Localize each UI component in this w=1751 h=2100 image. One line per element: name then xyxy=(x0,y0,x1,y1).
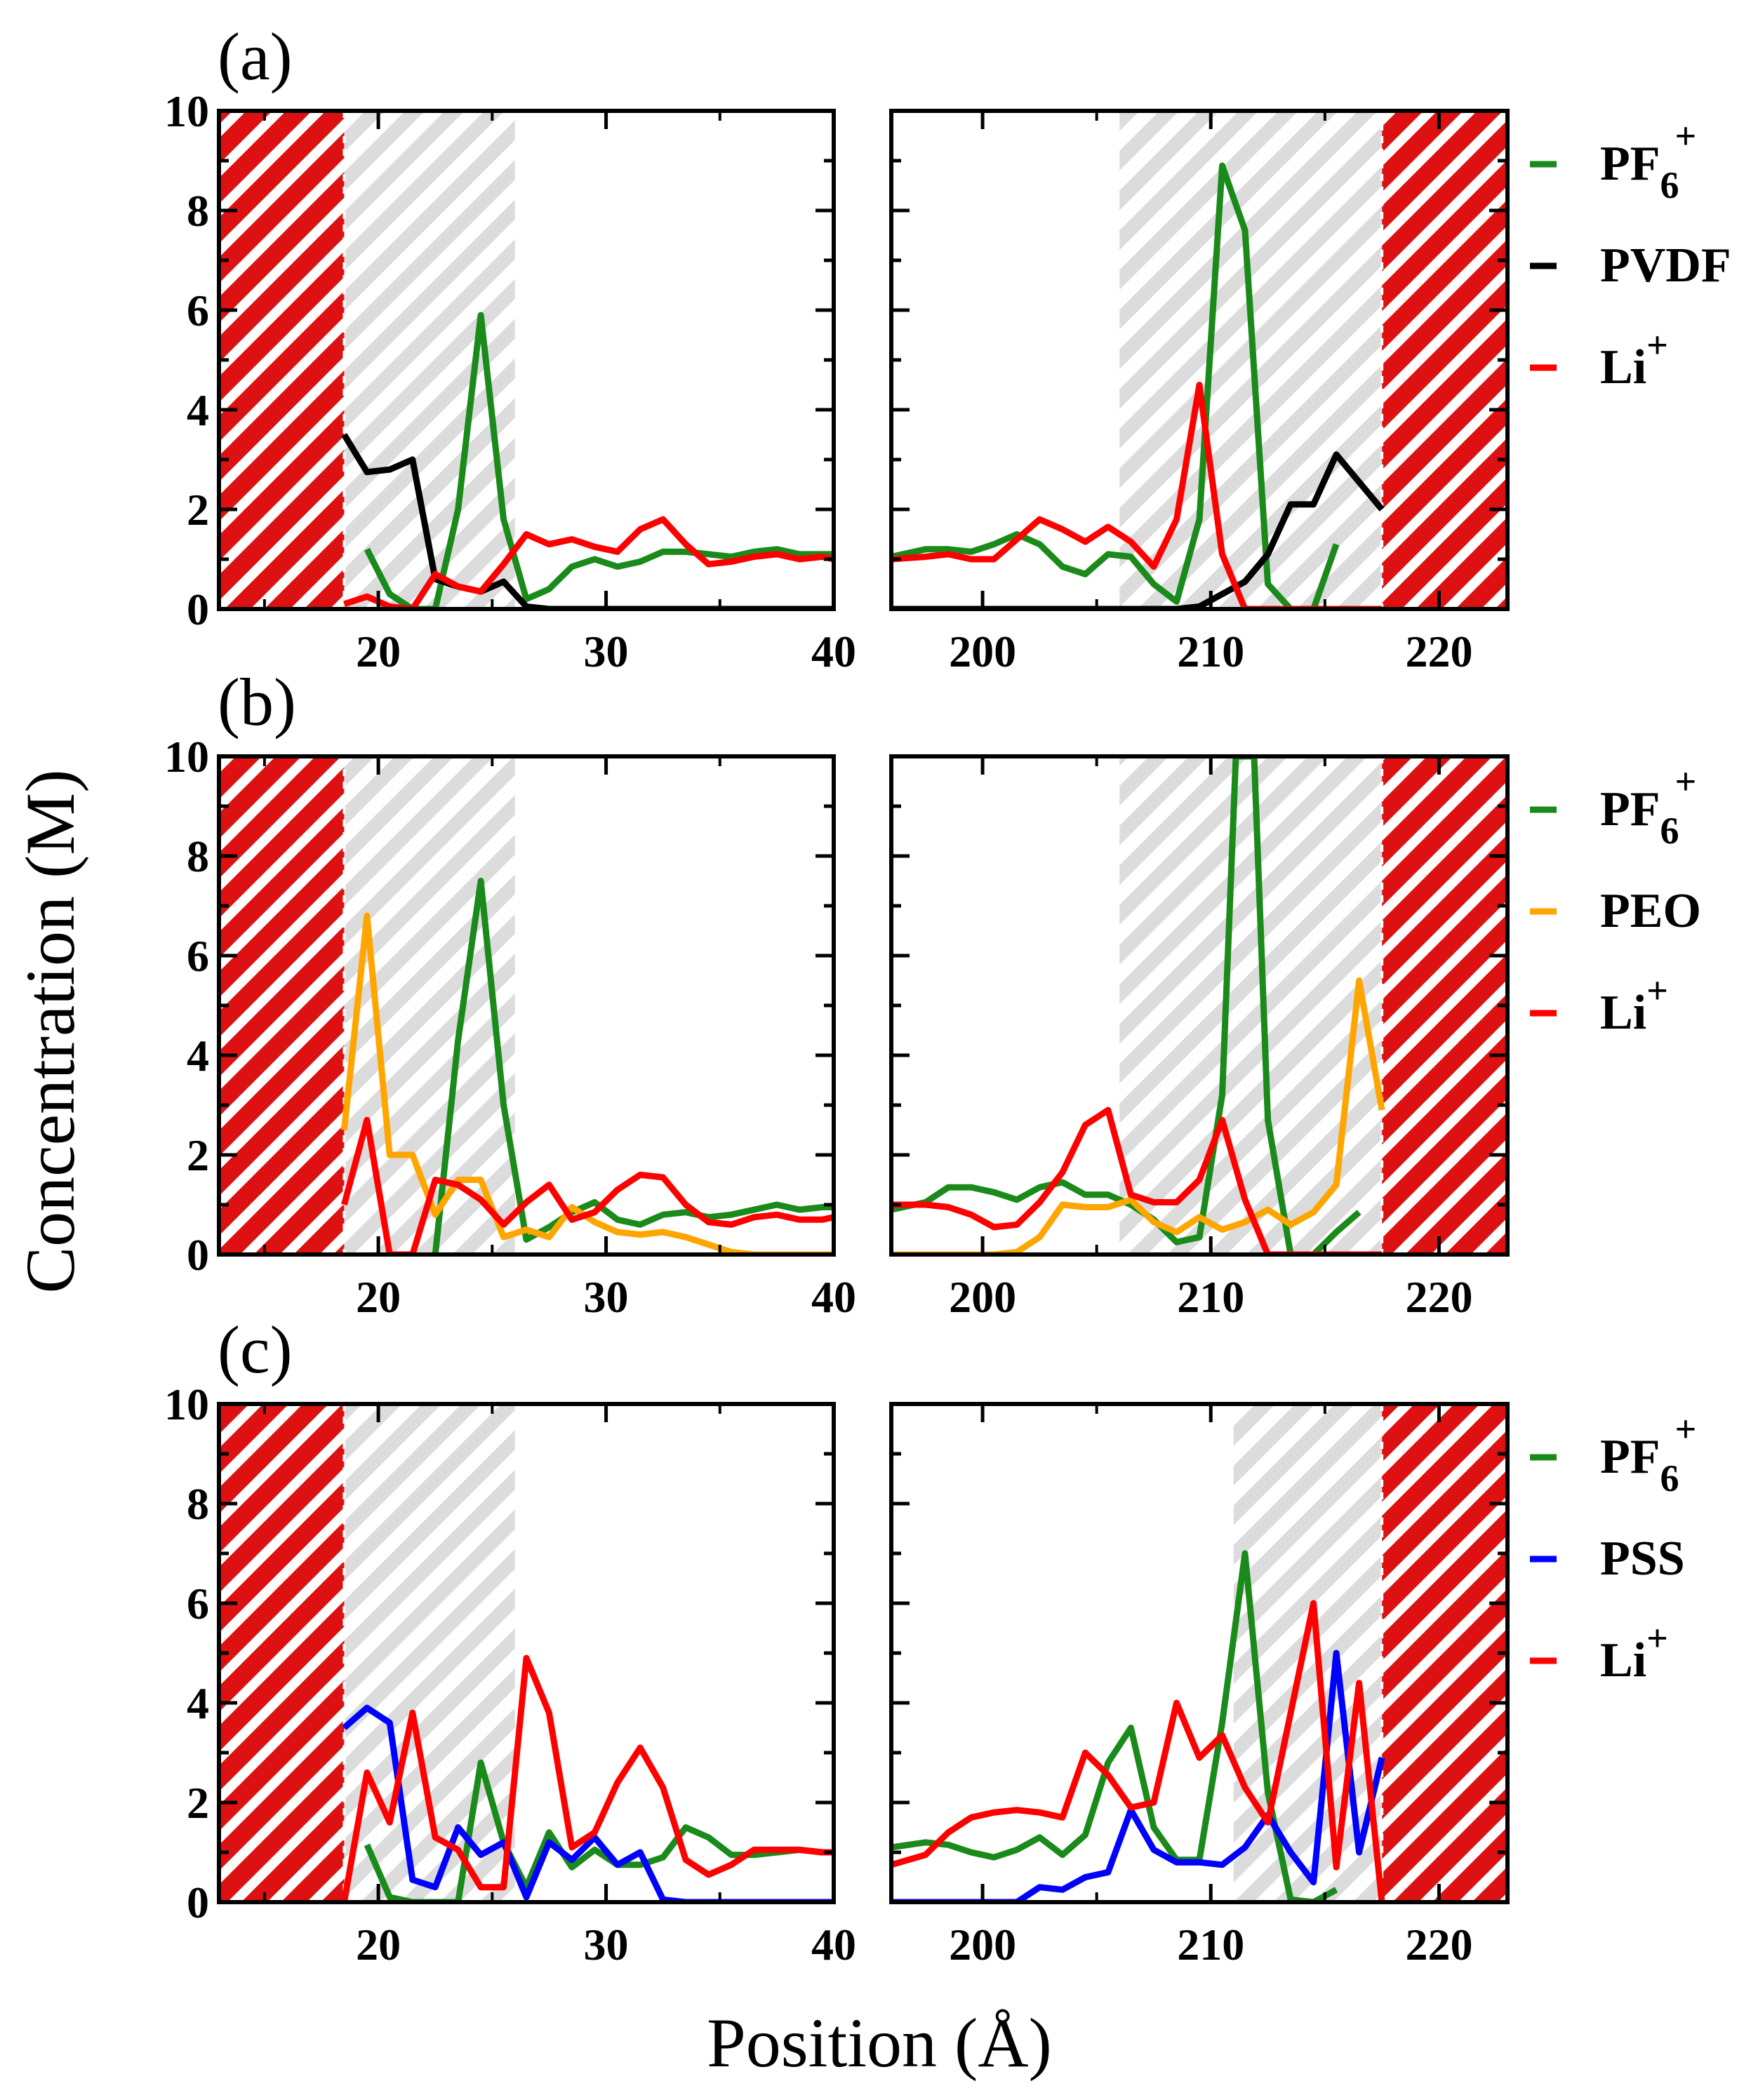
panel-label: (c) xyxy=(218,1312,293,1387)
series-line-pf6 xyxy=(432,878,834,1255)
series-line-li xyxy=(341,1116,834,1255)
x-tick-label: 200 xyxy=(949,1272,1016,1322)
x-tick-label: 20 xyxy=(356,627,401,676)
interphase-region xyxy=(1119,756,1383,1255)
y-tick-label: 10 xyxy=(164,732,209,782)
y-tick-label: 2 xyxy=(187,1778,209,1828)
series-line-poly xyxy=(891,1650,1385,1902)
panel-1: (a) 20 30 40 0 2 4 6 8 10 200 210 220 PF6+ PVDF Li+ xyxy=(164,19,1731,676)
x-tick-label: 30 xyxy=(584,627,629,676)
legend-label-li: Li+ xyxy=(1600,324,1668,394)
y-tick-label: 4 xyxy=(187,385,209,435)
legend: PF6+ PVDF Li+ xyxy=(1530,115,1731,394)
y-tick-label: 10 xyxy=(164,1379,209,1429)
x-tick-label: 40 xyxy=(811,627,856,676)
series-line-li xyxy=(891,1106,1383,1255)
series-line-li xyxy=(891,1600,1385,1902)
y-tick-label: 8 xyxy=(187,186,209,236)
legend-label-pf6: PF6+ xyxy=(1600,115,1696,206)
panel-2: (b) 20 30 40 0 2 4 6 8 10 200 210 220 PF6+ PEO Li+ xyxy=(164,664,1701,1322)
x-tick-label: 200 xyxy=(949,627,1016,676)
subplot-left: 20 30 40 0 2 4 6 8 10 xyxy=(164,86,856,676)
legend-label-poly: PEO xyxy=(1600,884,1701,938)
series-line-pf6 xyxy=(364,1759,834,1902)
subplot-right: 200 210 220 xyxy=(889,1402,1510,1969)
x-tick-label: 40 xyxy=(811,1272,856,1322)
x-tick-label: 220 xyxy=(1405,1920,1472,1969)
series-group xyxy=(891,1550,1385,1902)
x-tick-label: 30 xyxy=(584,1920,629,1969)
series-line-pf6 xyxy=(364,312,834,609)
interphase-region xyxy=(344,1404,515,1902)
legend-label-poly: PVDF xyxy=(1600,239,1731,293)
series-line-li xyxy=(891,382,1383,609)
y-axis-title: Concentration (M) xyxy=(11,769,89,1293)
legend-label-li: Li+ xyxy=(1600,1617,1668,1687)
subplot-left: 20 30 40 0 2 4 6 8 10 xyxy=(164,1379,856,1969)
panel-label: (b) xyxy=(218,664,296,740)
legend-label-li: Li+ xyxy=(1600,970,1668,1040)
x-tick-label: 20 xyxy=(356,1272,401,1322)
panel-3: (c) 20 30 40 0 2 4 6 8 10 200 210 220 PF6+ PSS Li+ xyxy=(164,1312,1696,1969)
y-tick-label: 0 xyxy=(187,1230,209,1280)
series-line-poly xyxy=(342,1704,834,1902)
y-tick-label: 2 xyxy=(187,485,209,535)
electrode-region xyxy=(219,756,345,1255)
x-tick-label: 210 xyxy=(1177,1920,1244,1969)
y-tick-label: 10 xyxy=(164,86,209,136)
y-tick-label: 8 xyxy=(187,1479,209,1529)
legend-label-poly: PSS xyxy=(1600,1532,1685,1586)
legend: PF6+ PEO Li+ xyxy=(1530,761,1701,1040)
y-tick-label: 8 xyxy=(187,831,209,881)
subplot-right: 200 210 220 xyxy=(889,109,1510,676)
y-tick-label: 6 xyxy=(187,1579,209,1628)
x-tick-label: 220 xyxy=(1405,627,1472,676)
electrode-region xyxy=(219,111,345,609)
subplot-right: 200 210 220 xyxy=(889,754,1510,1322)
series-line-poly xyxy=(891,977,1385,1255)
series-group xyxy=(340,1654,834,1902)
x-tick-label: 210 xyxy=(1177,1272,1244,1322)
electrode-region xyxy=(219,1404,345,1902)
electrode-region xyxy=(1382,111,1507,609)
x-tick-label: 40 xyxy=(811,1920,856,1969)
series-group xyxy=(891,756,1385,1255)
series-line-li xyxy=(340,1654,834,1902)
y-tick-label: 2 xyxy=(187,1130,209,1180)
y-tick-label: 4 xyxy=(187,1031,209,1081)
x-tick-label: 210 xyxy=(1177,627,1244,676)
electrode-region xyxy=(1382,756,1507,1255)
series-line-pf6 xyxy=(891,162,1340,609)
legend-label-pf6: PF6+ xyxy=(1600,761,1696,852)
series-line-pf6 xyxy=(891,1550,1338,1902)
y-tick-label: 0 xyxy=(187,584,209,634)
x-tick-label: 20 xyxy=(356,1920,401,1969)
series-line-li xyxy=(343,516,834,609)
x-axis-title: Position (Å) xyxy=(707,2004,1052,2082)
y-tick-label: 6 xyxy=(187,286,209,335)
x-tick-label: 220 xyxy=(1405,1272,1472,1322)
panel-label: (a) xyxy=(218,19,293,94)
x-tick-label: 30 xyxy=(584,1272,629,1322)
subplot-left: 20 30 40 0 2 4 6 8 10 xyxy=(164,732,856,1322)
y-tick-label: 6 xyxy=(187,931,209,981)
legend-label-pf6: PF6+ xyxy=(1600,1408,1696,1499)
y-tick-label: 0 xyxy=(187,1878,209,1927)
electrode-region xyxy=(1382,1404,1507,1902)
interphase-region xyxy=(344,756,515,1255)
legend: PF6+ PSS Li+ xyxy=(1530,1408,1696,1687)
x-tick-label: 200 xyxy=(949,1920,1016,1969)
y-tick-label: 4 xyxy=(187,1678,209,1728)
